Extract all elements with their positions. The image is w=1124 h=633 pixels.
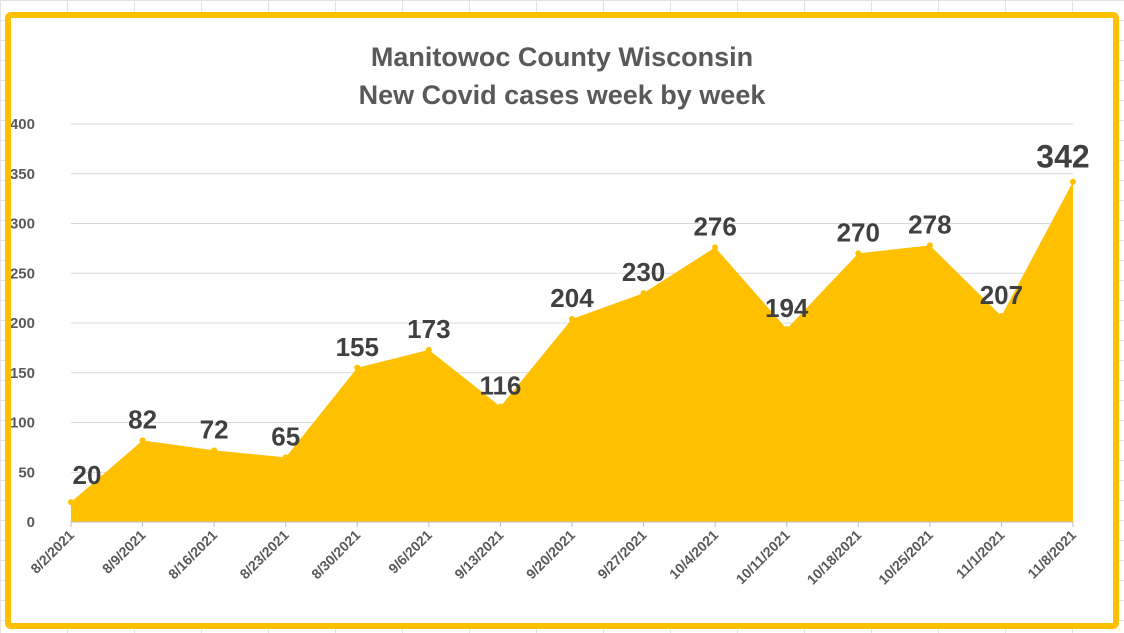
x-tick-label: 10/4/2021 xyxy=(666,527,722,583)
data-point[interactable] xyxy=(998,313,1005,320)
data-label: 207 xyxy=(980,280,1023,310)
data-label: 20 xyxy=(73,460,102,490)
data-label: 204 xyxy=(550,283,594,313)
x-tick-label: 11/1/2021 xyxy=(953,527,1008,582)
area-series[interactable] xyxy=(71,181,1073,522)
data-label: 270 xyxy=(837,217,880,247)
data-label: 194 xyxy=(765,293,809,323)
data-point[interactable] xyxy=(569,316,575,323)
data-label: 155 xyxy=(336,332,379,362)
x-tick-label: 8/9/2021 xyxy=(99,527,149,577)
x-tick-label: 11/8/2021 xyxy=(1024,527,1079,582)
data-label: 116 xyxy=(479,371,521,401)
data-point[interactable] xyxy=(425,346,432,353)
y-tick-label: 400 xyxy=(11,116,35,133)
y-tick-label: 250 xyxy=(11,265,35,282)
x-tick-label: 8/2/2021 xyxy=(27,527,77,577)
data-point[interactable] xyxy=(783,325,790,332)
x-tick-label: 9/27/2021 xyxy=(594,527,650,583)
data-label: 72 xyxy=(200,414,229,444)
y-tick-label: 350 xyxy=(11,166,35,183)
data-label: 173 xyxy=(407,314,450,344)
x-tick-label: 9/20/2021 xyxy=(523,527,579,583)
data-label: 276 xyxy=(693,211,736,241)
data-label: 278 xyxy=(908,209,951,239)
data-point[interactable] xyxy=(354,364,361,371)
x-tick-label: 9/13/2021 xyxy=(451,527,507,583)
data-label: 82 xyxy=(128,404,157,434)
data-point[interactable] xyxy=(497,403,504,410)
x-tick-label: 8/30/2021 xyxy=(308,527,364,583)
data-point[interactable] xyxy=(68,499,74,506)
chart-title-line-2: New Covid cases week by week xyxy=(358,80,766,110)
x-tick-label: 10/25/2021 xyxy=(875,527,936,588)
data-point[interactable] xyxy=(926,242,933,249)
y-tick-label: 0 xyxy=(27,514,35,531)
data-point[interactable] xyxy=(1070,178,1076,185)
data-label: 342 xyxy=(1036,139,1089,175)
data-point[interactable] xyxy=(712,244,719,251)
x-tick-label: 10/11/2021 xyxy=(733,527,793,587)
chart-container[interactable]: Manitowoc County Wisconsin New Covid cas… xyxy=(5,12,1119,629)
x-tick-label: 8/16/2021 xyxy=(165,527,221,583)
y-tick-label: 300 xyxy=(11,216,35,233)
area-chart: 0 50 100 150 200 250 300 350 400 8/2/2021 20 8/9/20… xyxy=(11,116,1090,588)
data-point[interactable] xyxy=(855,250,862,257)
data-point[interactable] xyxy=(139,437,146,444)
y-tick-label: 200 xyxy=(11,315,35,332)
data-point[interactable] xyxy=(282,454,289,461)
y-tick-label: 50 xyxy=(18,464,35,481)
x-tick-label: 9/6/2021 xyxy=(385,527,435,577)
y-tick-label: 150 xyxy=(11,365,35,382)
data-label: 65 xyxy=(271,421,300,451)
y-tick-label: 100 xyxy=(11,415,35,432)
x-tick-label: 10/18/2021 xyxy=(804,527,865,588)
data-label: 230 xyxy=(622,257,665,287)
chart-title: Manitowoc County Wisconsin New Covid cas… xyxy=(11,38,1113,114)
data-point[interactable] xyxy=(640,290,647,297)
chart-title-line-1: Manitowoc County Wisconsin xyxy=(370,42,754,72)
x-tick-label: 8/23/2021 xyxy=(236,527,292,583)
data-point[interactable] xyxy=(211,447,218,454)
